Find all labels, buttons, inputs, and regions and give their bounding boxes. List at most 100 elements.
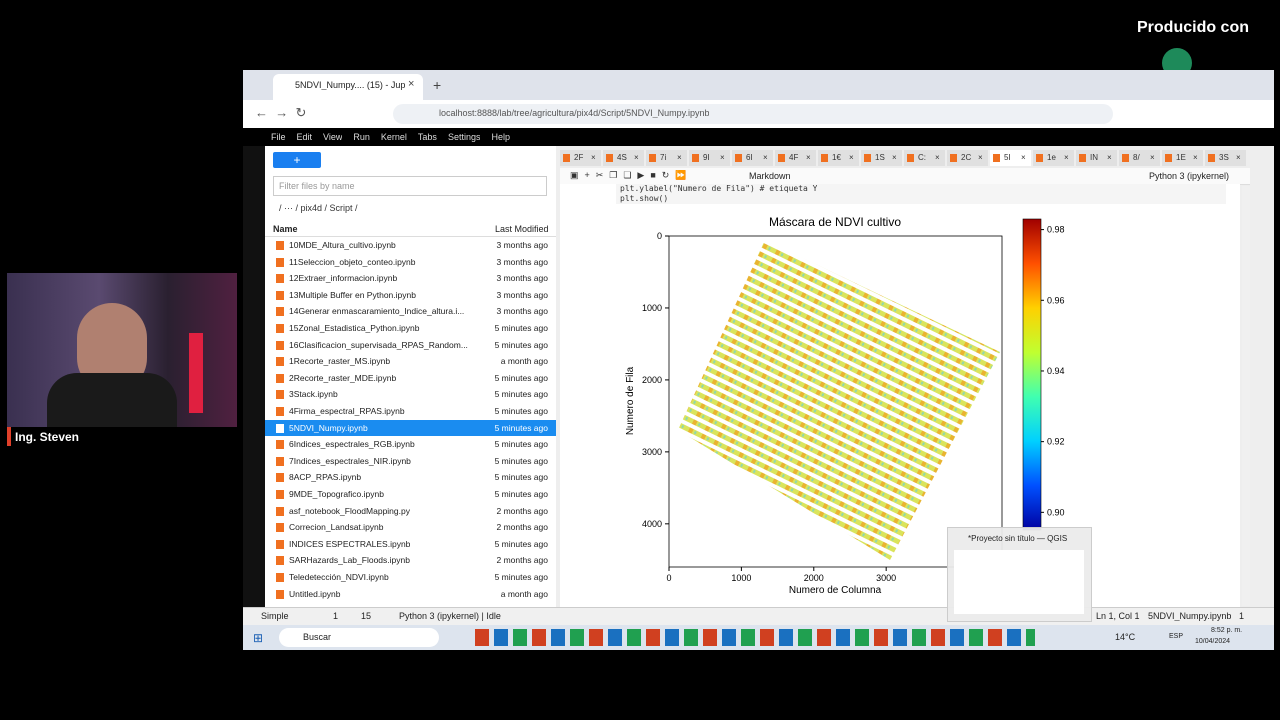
- notebook-tab[interactable]: 3S ×: [1205, 150, 1246, 166]
- menu-item[interactable]: Help: [491, 132, 510, 142]
- file-name: INDICES ESPECTRALES.ipynb: [289, 538, 411, 549]
- notebook-tab[interactable]: 4S ×: [603, 150, 644, 166]
- tab-close[interactable]: ×: [1107, 153, 1112, 162]
- file-row[interactable]: 11Seleccion_objeto_conteo.ipynb 3 months …: [265, 254, 556, 270]
- file-row[interactable]: 4Firma_espectral_RPAS.ipynb 5 minutes ago: [265, 403, 556, 419]
- file-row[interactable]: Untitled.ipynb a month ago: [265, 586, 556, 602]
- notebook-tab[interactable]: 1S ×: [861, 150, 902, 166]
- file-row[interactable]: 7Indices_espectrales_NIR.ipynb 5 minutes …: [265, 453, 556, 469]
- notebook-tab[interactable]: 8/ ×: [1119, 150, 1160, 166]
- notebook-tab[interactable]: 2C ×: [947, 150, 988, 166]
- tab-close[interactable]: ×: [1064, 153, 1069, 162]
- file-row[interactable]: 1Recorte_raster_MS.ipynb a month ago: [265, 353, 556, 369]
- file-modified: 2 months ago: [496, 522, 548, 533]
- menu-item[interactable]: File: [271, 132, 286, 142]
- file-row[interactable]: 5NDVI_Numpy.ipynb 5 minutes ago: [265, 419, 556, 436]
- notebook-tab[interactable]: 7i ×: [646, 150, 687, 166]
- notebook-tab[interactable]: 6I ×: [732, 150, 773, 166]
- filter-box[interactable]: [273, 176, 547, 196]
- notebook-tab[interactable]: 1E ×: [1162, 150, 1203, 166]
- file-modified: 5 minutes ago: [494, 339, 548, 350]
- tab-close[interactable]: ×: [892, 153, 897, 162]
- nav-buttons[interactable]: ← → ↻: [255, 105, 307, 120]
- tab-close[interactable]: ×: [677, 153, 682, 162]
- file-row[interactable]: 6Indices_espectrales_RGB.ipynb 5 minutes …: [265, 436, 556, 452]
- file-modified: 2 months ago: [496, 555, 548, 566]
- cell-type[interactable]: Markdown: [749, 171, 791, 181]
- notebook-tab[interactable]: 2F ×: [560, 150, 601, 166]
- file-row[interactable]: 2Recorte_raster_MDE.ipynb 5 minutes ago: [265, 370, 556, 386]
- file-row[interactable]: SARHazards_Lab_Floods.ipynb 2 months ago: [265, 552, 556, 568]
- tab-close[interactable]: ×: [1193, 153, 1198, 162]
- url-field[interactable]: [393, 104, 1113, 124]
- webcam: [7, 273, 237, 430]
- toolbar-icons[interactable]: ▣+✂❐❏▶■↻⏩: [570, 170, 693, 180]
- file-row[interactable]: 13Multiple Buffer en Python.ipynb 3 month…: [265, 287, 556, 303]
- menu-item[interactable]: Kernel: [380, 132, 407, 142]
- tab-icon: [735, 154, 742, 162]
- menu: File Edit View Run Kernel Tabs Settings Help: [271, 128, 510, 146]
- file-icon: [276, 274, 284, 284]
- file-row[interactable]: asf_notebook_FloodMapping.py 2 months ago: [265, 503, 556, 519]
- kernel-name[interactable]: Python 3 (ipykernel): [1149, 171, 1230, 181]
- status-cells: 1: [333, 611, 339, 621]
- file-row[interactable]: 10MDE_Altura_cultivo.ipynb 3 months ago: [265, 237, 556, 253]
- tab-close[interactable]: ×: [720, 153, 725, 162]
- file-modified: 5 minutes ago: [494, 572, 548, 582]
- menu-item[interactable]: Edit: [296, 132, 313, 142]
- notebook-tab[interactable]: 5I ×: [990, 150, 1031, 166]
- notebook-tab[interactable]: 4F ×: [775, 150, 816, 166]
- column-name[interactable]: Name: [273, 224, 298, 234]
- status-notifications[interactable]: 1: [1239, 611, 1245, 621]
- tab-close[interactable]: ×: [1021, 153, 1026, 162]
- file-row[interactable]: 3Stack.ipynb 5 minutes ago: [265, 386, 556, 402]
- browser-tab[interactable]: [273, 74, 423, 100]
- tab-close[interactable]: ×: [763, 153, 768, 162]
- file-row[interactable]: 16Clasificacion_supervisada_RPAS_Random.…: [265, 337, 556, 353]
- tab-close[interactable]: ×: [806, 153, 811, 162]
- taskbar-apps[interactable]: [475, 629, 1035, 646]
- file-row[interactable]: 12Extraer_informacion.ipynb 3 months ago: [265, 270, 556, 286]
- column-modified[interactable]: Last Modified: [495, 224, 549, 234]
- file-icon: [276, 390, 284, 400]
- tab-close[interactable]: ×: [408, 78, 415, 90]
- code-cell[interactable]: [616, 184, 1226, 204]
- tab-close[interactable]: ×: [591, 153, 596, 162]
- file-row[interactable]: 14Generar enmascaramiento_Indice_altura.…: [265, 303, 556, 319]
- status-mode[interactable]: Simple: [261, 611, 289, 621]
- notebook-tab[interactable]: IN ×: [1076, 150, 1117, 166]
- notebook-tab[interactable]: 9I ×: [689, 150, 730, 166]
- menu-item[interactable]: Run: [353, 132, 370, 142]
- colorbar: [1022, 218, 1042, 531]
- notebook-tab[interactable]: 1€ ×: [818, 150, 859, 166]
- file-row[interactable]: Correcion_Landsat.ipynb 2 months ago: [265, 519, 556, 535]
- tab-close[interactable]: ×: [849, 153, 854, 162]
- file-row[interactable]: 8ACP_RPAS.ipynb 5 minutes ago: [265, 469, 556, 485]
- new-launcher[interactable]: +: [273, 152, 321, 168]
- menu-item[interactable]: View: [323, 132, 343, 142]
- tab-close[interactable]: ×: [1150, 153, 1155, 162]
- menu-item[interactable]: Settings: [447, 132, 481, 142]
- file-name: Correcion_Landsat.ipynb: [289, 522, 384, 533]
- tab-close[interactable]: ×: [634, 153, 639, 162]
- file-icon: [276, 407, 284, 416]
- file-modified: 3 months ago: [496, 306, 548, 317]
- qgis-preview[interactable]: *Proyecto sin título — QGIS: [947, 527, 1092, 622]
- start-button[interactable]: ⊞: [253, 631, 264, 645]
- file-row[interactable]: 9MDE_Topografico.ipynb 5 minutes ago: [265, 486, 556, 502]
- tab-close[interactable]: ×: [1236, 153, 1241, 162]
- file-row[interactable]: 15Zonal_Estadistica_Python.ipynb 5 minute…: [265, 320, 556, 336]
- file-row[interactable]: INDICES ESPECTRALES.ipynb 5 minutes ago: [265, 536, 556, 552]
- file-row[interactable]: Teledetección_NDVI.ipynb 5 minutes ago: [265, 569, 556, 585]
- file-modified: 3 months ago: [496, 240, 548, 250]
- notebook-tab[interactable]: C: ×: [904, 150, 945, 166]
- new-tab[interactable]: +: [433, 77, 442, 93]
- notebook-tab[interactable]: 1e ×: [1033, 150, 1074, 166]
- code-line: plt.show(): [620, 194, 669, 203]
- menu-item[interactable]: Tabs: [417, 132, 437, 142]
- ndvi-image: [678, 240, 1000, 560]
- file-icon: [276, 324, 284, 333]
- search-box[interactable]: [279, 628, 439, 647]
- tab-close[interactable]: ×: [978, 153, 983, 162]
- tab-close[interactable]: ×: [935, 153, 940, 162]
